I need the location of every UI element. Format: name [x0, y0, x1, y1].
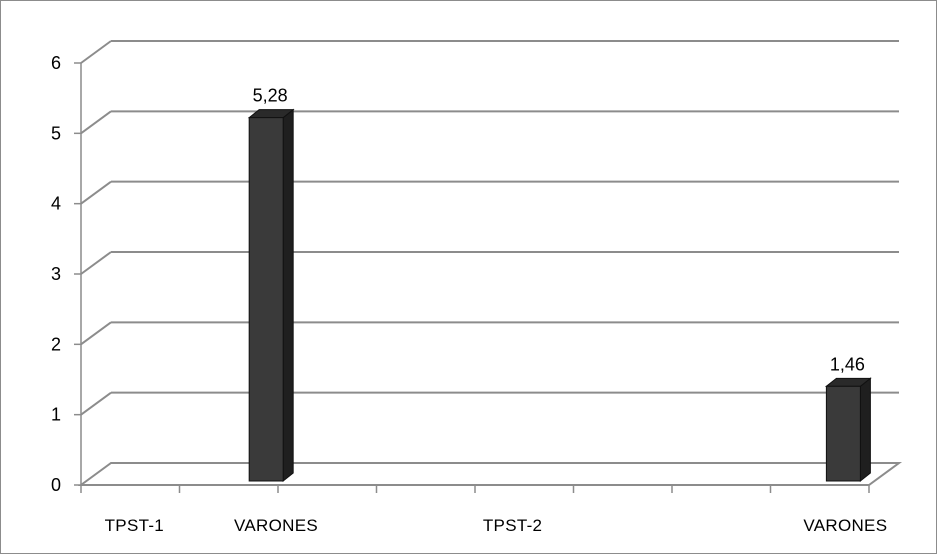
bar-side-1 — [282, 108, 294, 483]
gridline-depth-1 — [80, 391, 112, 416]
data-label-1: 5,28 — [253, 86, 288, 106]
category-label-0: TPST-1 — [105, 516, 164, 535]
bar-side-3 — [859, 377, 871, 483]
category-label-2: TPST-2 — [483, 516, 542, 535]
bar-3 — [825, 385, 861, 482]
gridline-depth-3 — [80, 251, 112, 275]
y-tick-label-4: 4 — [51, 194, 61, 214]
y-tick-label-3: 3 — [51, 264, 61, 284]
category-label-3: VARONES — [803, 516, 887, 535]
chart-floor — [77, 462, 903, 486]
gridline-depth-6 — [80, 40, 112, 64]
y-tick-label-2: 2 — [51, 334, 61, 354]
y-tick-label-1: 1 — [51, 405, 61, 425]
gridline-depth-2 — [80, 321, 112, 346]
y-tick-label-5: 5 — [51, 123, 61, 143]
data-label-3: 1,46 — [830, 354, 865, 374]
gridline-depth-4 — [80, 180, 112, 205]
category-label-1: VARONES — [234, 516, 318, 535]
bar-1 — [248, 117, 284, 482]
y-tick-label-0: 0 — [51, 475, 61, 495]
gridline-depth-5 — [80, 110, 112, 135]
y-tick-label-6: 6 — [51, 53, 61, 73]
